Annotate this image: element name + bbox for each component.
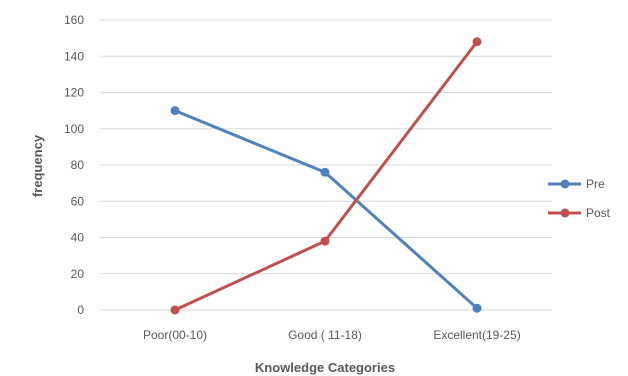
legend-marker: [560, 179, 570, 189]
x-axis-title: Knowledge Categories: [255, 360, 395, 375]
data-point: [472, 303, 482, 313]
series-post: [170, 37, 482, 315]
y-tick-label: 160: [64, 13, 84, 27]
data-point: [472, 37, 482, 47]
data-point: [170, 305, 180, 315]
series-pre: [170, 106, 482, 313]
legend-marker: [560, 208, 570, 218]
series-lines: [170, 37, 482, 315]
y-tick-label: 80: [71, 158, 85, 172]
x-tick-label: Good ( 11-18): [288, 328, 362, 342]
x-tick-label: Poor(00-10): [143, 328, 207, 342]
y-tick-label: 100: [64, 122, 84, 136]
y-tick-label: 40: [71, 231, 85, 245]
y-tick-label: 140: [64, 49, 84, 63]
data-point: [170, 106, 180, 116]
data-point: [320, 236, 330, 246]
legend-label: Post: [586, 206, 611, 220]
x-axis-ticks: Poor(00-10) Good ( 11-18) Excellent(19-25): [143, 328, 521, 342]
y-tick-label: 60: [71, 194, 85, 208]
y-tick-label: 0: [77, 303, 84, 317]
y-axis-ticks: 0 20 40 60 80 100 120 140 160: [64, 13, 84, 317]
legend-item-pre: Pre: [548, 177, 605, 191]
y-tick-label: 120: [64, 86, 84, 100]
data-point: [320, 167, 330, 177]
legend-item-post: Post: [548, 206, 611, 220]
y-tick-label: 20: [71, 267, 85, 281]
series-line-pre: [173, 109, 479, 310]
y-axis-title: frequency: [30, 134, 45, 197]
legend-label: Pre: [586, 177, 605, 191]
gridlines: [100, 19, 552, 311]
x-tick-label: Excellent(19-25): [433, 328, 520, 342]
legend: Pre Post: [548, 177, 611, 220]
